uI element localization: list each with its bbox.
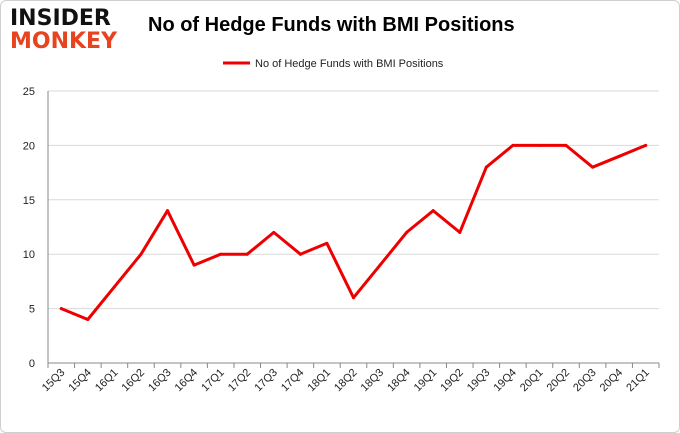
- data-point: [458, 230, 462, 234]
- axes: [47, 91, 660, 368]
- y-tick-label: 5: [29, 304, 35, 316]
- x-tick-label: 16Q2: [120, 367, 148, 395]
- x-tick-label: 18Q1: [306, 367, 334, 395]
- data-point: [139, 252, 143, 256]
- y-tick-label: 10: [23, 249, 35, 261]
- data-point: [591, 165, 595, 169]
- data-point: [617, 154, 621, 158]
- y-tick-labels: 0 5 10 15 20 25: [23, 86, 35, 370]
- series-lines: [59, 143, 648, 321]
- x-tick-label: 16Q4: [173, 367, 201, 395]
- data-point: [352, 296, 355, 300]
- y-tick-label: 15: [23, 195, 35, 207]
- data-point: [219, 252, 223, 256]
- x-tick-label: 16Q3: [146, 367, 174, 395]
- x-tick-label: 20Q3: [571, 367, 599, 395]
- data-point: [431, 209, 435, 213]
- x-tick-label: 20Q2: [545, 367, 573, 395]
- data-point: [245, 252, 249, 256]
- data-point: [298, 252, 302, 256]
- x-tick-label: 19Q1: [412, 367, 440, 395]
- data-point: [644, 143, 648, 147]
- data-point: [166, 209, 170, 213]
- x-tick-label: 17Q3: [252, 367, 280, 395]
- data-point: [378, 263, 382, 267]
- x-tick-label: 17Q1: [199, 367, 227, 395]
- x-tick-label: 18Q3: [359, 367, 387, 395]
- legend: No of Hedge Funds with BMI Positions: [223, 58, 444, 70]
- y-tick-label: 0: [29, 358, 35, 370]
- x-tick-label: 20Q4: [598, 367, 626, 395]
- x-tick-label: 15Q4: [66, 367, 94, 395]
- x-tick-label: 17Q2: [226, 367, 254, 395]
- data-point: [86, 317, 90, 321]
- data-point: [537, 143, 541, 147]
- gridlines: [48, 90, 659, 310]
- x-tick-label: 19Q3: [465, 367, 493, 395]
- series-line-0: [59, 143, 648, 321]
- logo-top-word: INSIDER: [10, 6, 111, 31]
- data-point: [59, 307, 63, 311]
- insider-monkey-logo: INSIDER MONKEY: [10, 8, 130, 53]
- data-point: [511, 143, 515, 147]
- x-tick-label: 15Q3: [40, 367, 68, 395]
- data-point: [112, 285, 116, 289]
- y-tick-label: 25: [23, 86, 35, 98]
- x-tick-label: 18Q2: [332, 367, 360, 395]
- data-point: [192, 263, 196, 267]
- x-tick-label: 16Q1: [93, 367, 121, 395]
- chart-title: No of Hedge Funds with BMI Positions: [148, 14, 515, 36]
- x-tick-labels: 15Q3 15Q4 16Q1 16Q2 16Q3 16Q4 17Q1 17Q2 17Q3 17Q4…: [40, 367, 652, 395]
- logo-bottom-word: MONKEY: [10, 29, 118, 54]
- x-tick-label: 19Q4: [491, 367, 519, 395]
- x-tick-label: 18Q4: [385, 367, 413, 395]
- legend-label: No of Hedge Funds with BMI Positions: [255, 58, 444, 70]
- data-point: [484, 165, 488, 169]
- data-point: [325, 241, 329, 245]
- y-tick-label: 20: [23, 140, 35, 152]
- data-point: [405, 230, 409, 234]
- x-tick-label: 21Q1: [624, 367, 652, 395]
- x-tick-label: 20Q1: [518, 367, 546, 395]
- x-tick-label: 17Q4: [279, 367, 307, 395]
- data-point: [272, 230, 276, 234]
- x-tick-label: 19Q2: [438, 367, 466, 395]
- data-point: [564, 143, 568, 147]
